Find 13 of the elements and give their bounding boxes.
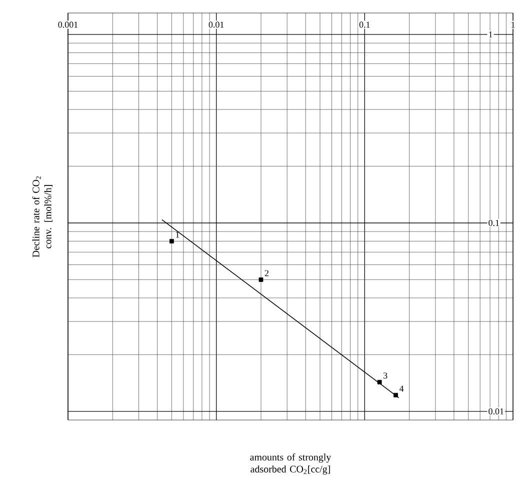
y-tick-label: 0.1 bbox=[488, 220, 499, 226]
y-axis-title: Decline rate of CO$_{2}$ conv. [mol%/h] bbox=[32, 176, 53, 258]
x-tick-label: 1 bbox=[512, 22, 515, 28]
x-axis-title: amounts of strongly adsorbed CO$_{2}$[cc/g] bbox=[250, 453, 332, 475]
y-tick-label: 0.01 bbox=[488, 408, 504, 414]
annotation: 4 bbox=[399, 386, 404, 392]
annotation: 1 bbox=[176, 232, 180, 238]
x-tick-label: 0.01 bbox=[208, 22, 224, 28]
annotation: 2 bbox=[264, 270, 268, 276]
x-tick-label: 0.1 bbox=[359, 22, 370, 28]
annotation: 3 bbox=[383, 372, 388, 379]
y-tick-label: 1 bbox=[489, 32, 492, 38]
x-tick-label: 0.001 bbox=[58, 22, 78, 28]
